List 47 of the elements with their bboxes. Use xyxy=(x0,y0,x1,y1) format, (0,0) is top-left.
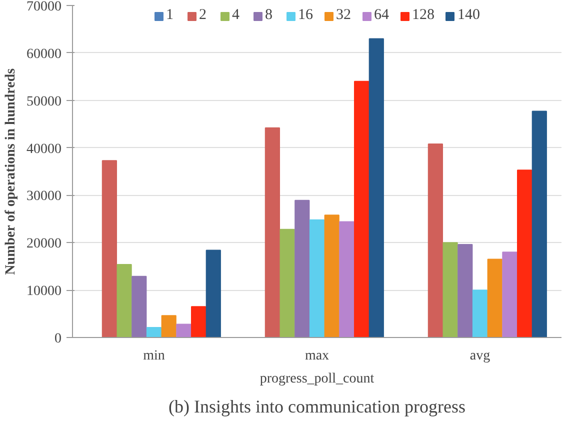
bar xyxy=(428,143,443,338)
y-tick-label: 10000 xyxy=(26,284,62,300)
legend-label: 4 xyxy=(232,7,240,24)
bar xyxy=(161,315,176,338)
y-tick-label: 0 xyxy=(54,332,62,346)
bar xyxy=(176,324,192,338)
text: (b) Insights into communication progress xyxy=(168,396,466,416)
bar xyxy=(532,110,547,338)
bar xyxy=(309,219,325,338)
bar xyxy=(206,250,221,338)
bar xyxy=(294,200,310,338)
bar xyxy=(458,244,473,338)
y-tick-label: 70000 xyxy=(26,0,62,14)
bar xyxy=(502,252,518,338)
bar xyxy=(324,214,340,338)
legend-label: 32 xyxy=(336,7,351,24)
bar xyxy=(472,290,488,338)
legend-label: 8 xyxy=(265,7,274,24)
y-axis-title: Number of operations in hundreds xyxy=(4,68,18,275)
bar xyxy=(442,242,458,338)
legend-label: 1 xyxy=(166,7,174,24)
y-tick-label: 30000 xyxy=(26,189,62,204)
y-tick-label: 20000 xyxy=(26,236,62,252)
bar xyxy=(368,38,384,338)
bar xyxy=(339,221,354,338)
bar xyxy=(264,127,280,338)
bar xyxy=(354,80,370,338)
legend-label: 16 xyxy=(298,7,313,24)
bar xyxy=(487,258,502,338)
bar xyxy=(146,327,162,338)
y-tick-label: 50000 xyxy=(26,94,62,110)
legend-label: 64 xyxy=(374,7,389,24)
legend-label: 128 xyxy=(412,7,434,24)
bar xyxy=(116,264,132,338)
bar xyxy=(517,170,532,338)
legend-label: 140 xyxy=(458,7,480,24)
x-axis-title: progress_poll_count xyxy=(260,372,374,386)
y-tick-label: 60000 xyxy=(26,46,62,62)
bar xyxy=(191,306,206,338)
bar xyxy=(102,160,117,338)
legend-label: 2 xyxy=(199,7,208,24)
x-tick-label: avg xyxy=(470,348,490,364)
bar xyxy=(132,276,147,338)
y-tick-label: 40000 xyxy=(26,142,62,157)
bar xyxy=(280,228,295,338)
x-tick-label: max xyxy=(304,348,330,364)
x-tick-label: min xyxy=(143,348,165,364)
